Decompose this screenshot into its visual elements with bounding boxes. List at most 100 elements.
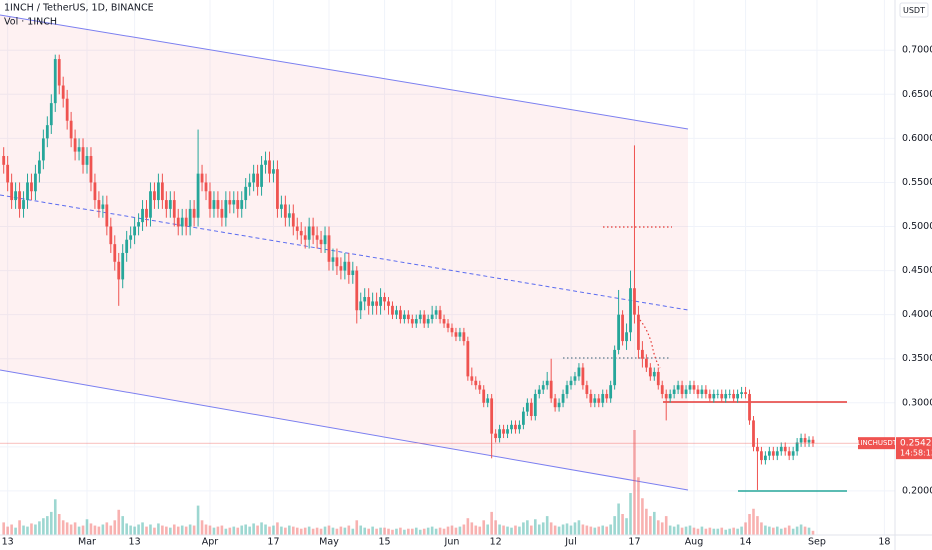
candle-body [283,204,287,218]
candle-body [160,182,164,201]
candle-body [648,367,652,377]
volume-bar [22,525,25,535]
y-tick-label: 0.7000 [902,45,932,56]
candle-body [295,226,299,231]
countdown: 14:58:13 [900,449,932,458]
volume-bar [736,528,739,535]
candle-body [712,393,716,399]
volume-bar [533,519,537,535]
volume-bar [617,503,620,535]
x-tick-label: 13 [2,537,14,548]
volume-bar [779,528,783,535]
volume-bar [165,526,168,535]
candle-body [565,385,569,394]
price-tag [896,437,932,460]
volume-bar [2,522,5,535]
volume-bar [355,520,359,535]
candle-body [450,327,454,333]
volume-bar [339,526,343,535]
candle-body [168,200,172,209]
volume-bar [53,499,57,535]
candle-body [660,385,664,394]
volume-layer [2,430,815,535]
volume-bar [216,526,220,535]
candle-body [220,208,224,218]
candle-body [506,429,509,434]
volume-bar [291,526,295,535]
volume-bar [553,525,557,535]
candle-body [803,438,807,443]
volume-bar [518,526,521,535]
candle-body [676,385,680,390]
candle-body [272,169,275,174]
volume-bar [510,527,513,535]
last-price: 0.2542 [900,439,932,449]
candle-body [752,420,755,447]
channel-upper [0,14,689,130]
candle-body [363,297,367,302]
volume-bar [561,524,565,535]
candle-body [692,385,696,390]
volume-bar [295,527,299,535]
candle-body [486,398,490,403]
candle-body [347,261,351,275]
volume-bar [474,525,478,535]
volume-bar [85,519,89,535]
candle-body [53,59,57,104]
volume-bar [57,514,61,535]
candle-body [414,319,418,324]
volume-bar [430,526,434,535]
candle-body [744,392,747,394]
volume-bar [728,528,731,535]
volume-bar [101,524,105,535]
volume-bar [700,526,704,535]
candle-body [625,332,628,342]
candle-body [18,191,21,209]
volume-bar [422,528,426,535]
volume-bar [180,525,184,535]
candle-body [315,235,319,240]
candle-body [65,98,69,121]
volume-bar [732,527,735,535]
volume-bar [692,527,696,535]
x-tick-label: Aug [685,537,704,548]
candle-body [327,235,331,262]
y-tick-label: 0.4000 [902,309,932,320]
volume-bar [113,520,117,535]
candle-body [613,349,617,386]
candle-body [109,226,113,245]
candle-body [410,319,414,324]
volume-bar [387,528,390,535]
volume-bar [46,516,49,535]
currency-box[interactable] [899,2,929,18]
x-tick-label: 12 [490,537,502,548]
candle-body [391,305,394,315]
volume-bar [684,526,688,535]
candle-body [307,226,311,240]
volume-bar [379,527,382,535]
volume-bar [597,526,601,535]
volume-bar [724,529,728,535]
volume-bar [149,524,152,535]
volume-bar [494,520,497,535]
candle-body [402,314,406,320]
volume-bar [97,526,101,535]
candle-body [641,349,644,359]
candle-body [748,393,751,421]
volume-bar [768,526,771,535]
candle-body [680,385,684,394]
y-tick-label: 0.6000 [902,133,932,144]
candle-body [26,182,29,201]
candle-body [545,380,549,386]
volume-bar [569,525,573,535]
candle-body [585,385,589,394]
volume-label: Vol · 1INCH [4,17,57,28]
candle-body [716,393,720,395]
candle-body [299,230,303,236]
candle-body [724,393,728,399]
candle-body [291,213,295,227]
candle-body [581,367,585,386]
volume-bar [49,511,53,535]
volume-bar [129,525,132,535]
